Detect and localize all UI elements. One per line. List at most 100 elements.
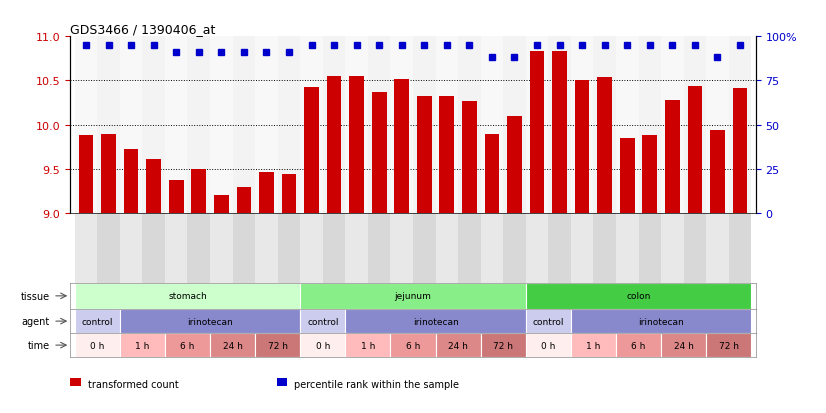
Bar: [278, 214, 300, 283]
Bar: [120, 333, 165, 357]
Bar: [255, 37, 278, 214]
Text: 1 h: 1 h: [135, 341, 150, 350]
Bar: [706, 37, 729, 214]
Bar: [233, 37, 255, 214]
Text: colon: colon: [626, 292, 651, 301]
Bar: [413, 37, 435, 214]
Bar: [729, 214, 752, 283]
Bar: [665, 101, 680, 214]
Bar: [729, 37, 752, 214]
Bar: [282, 175, 297, 214]
Text: irinotecan: irinotecan: [413, 317, 458, 326]
Bar: [593, 37, 616, 214]
Text: 1 h: 1 h: [361, 341, 375, 350]
Bar: [485, 134, 499, 214]
Bar: [391, 333, 435, 357]
Bar: [435, 214, 458, 283]
Bar: [300, 214, 323, 283]
Text: jejunum: jejunum: [395, 292, 431, 301]
Bar: [481, 214, 503, 283]
Bar: [413, 214, 435, 283]
Bar: [616, 214, 638, 283]
Bar: [507, 116, 522, 214]
Bar: [526, 37, 548, 214]
Text: 72 h: 72 h: [719, 341, 738, 350]
Text: time: time: [27, 340, 50, 350]
Text: agent: agent: [21, 316, 50, 326]
Text: transformed count: transformed count: [88, 379, 178, 389]
Bar: [706, 214, 729, 283]
Bar: [687, 87, 702, 214]
Bar: [481, 37, 503, 214]
Bar: [616, 333, 661, 357]
Bar: [733, 88, 748, 214]
Text: 72 h: 72 h: [493, 341, 513, 350]
Bar: [503, 37, 526, 214]
Text: 0 h: 0 h: [90, 341, 104, 350]
Bar: [120, 309, 300, 333]
Bar: [74, 37, 97, 214]
Bar: [124, 150, 139, 214]
Bar: [571, 37, 593, 214]
Text: 72 h: 72 h: [268, 341, 287, 350]
Bar: [74, 283, 300, 309]
Bar: [255, 333, 300, 357]
Bar: [526, 333, 571, 357]
Bar: [684, 37, 706, 214]
Text: control: control: [533, 317, 564, 326]
Bar: [593, 214, 616, 283]
Bar: [323, 37, 345, 214]
Bar: [323, 214, 345, 283]
Bar: [188, 37, 210, 214]
Bar: [97, 214, 120, 283]
Bar: [417, 96, 432, 214]
Bar: [345, 37, 368, 214]
Bar: [616, 37, 638, 214]
Bar: [435, 333, 481, 357]
Bar: [278, 37, 300, 214]
Bar: [706, 333, 752, 357]
Bar: [120, 214, 142, 283]
Text: 24 h: 24 h: [449, 341, 468, 350]
Bar: [102, 134, 116, 214]
Bar: [435, 37, 458, 214]
Bar: [643, 136, 657, 214]
Bar: [684, 214, 706, 283]
Bar: [597, 78, 612, 214]
Bar: [638, 37, 661, 214]
Text: 24 h: 24 h: [223, 341, 243, 350]
Text: GDS3466 / 1390406_at: GDS3466 / 1390406_at: [70, 23, 216, 36]
Bar: [97, 37, 120, 214]
Text: irinotecan: irinotecan: [638, 317, 684, 326]
Bar: [74, 333, 120, 357]
Text: 0 h: 0 h: [316, 341, 330, 350]
Bar: [165, 37, 188, 214]
Bar: [575, 81, 590, 214]
Bar: [74, 214, 97, 283]
Text: 6 h: 6 h: [631, 341, 646, 350]
Bar: [553, 52, 567, 214]
Text: irinotecan: irinotecan: [188, 317, 233, 326]
Bar: [214, 196, 229, 214]
Bar: [661, 333, 706, 357]
Bar: [255, 214, 278, 283]
Bar: [462, 102, 477, 214]
Bar: [192, 169, 206, 214]
Bar: [349, 77, 364, 214]
Bar: [300, 309, 345, 333]
Bar: [259, 173, 273, 214]
Bar: [548, 37, 571, 214]
Bar: [300, 37, 323, 214]
Bar: [210, 333, 255, 357]
Bar: [458, 37, 481, 214]
Bar: [503, 214, 526, 283]
Text: control: control: [82, 317, 113, 326]
Bar: [300, 283, 526, 309]
Bar: [526, 283, 752, 309]
Bar: [233, 214, 255, 283]
Bar: [548, 214, 571, 283]
Text: 6 h: 6 h: [180, 341, 195, 350]
Bar: [368, 214, 391, 283]
Text: 24 h: 24 h: [674, 341, 694, 350]
Text: control: control: [307, 317, 339, 326]
